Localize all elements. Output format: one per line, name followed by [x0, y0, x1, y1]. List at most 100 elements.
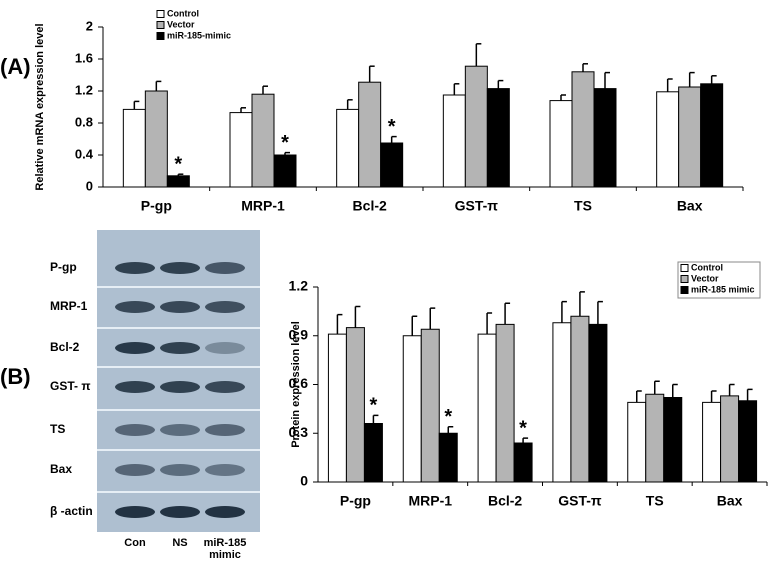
blot-band: [205, 262, 245, 274]
y-tick-label: 0.4: [75, 146, 94, 161]
legend-label: Vector: [691, 273, 719, 283]
blot-row-label: P-gp: [50, 260, 77, 274]
bar: [486, 88, 510, 188]
bar: [495, 323, 515, 483]
bar: [380, 142, 404, 188]
y-tick-label: 0.3: [289, 424, 309, 440]
blot-band: [115, 342, 155, 354]
legend-swatch: [156, 21, 165, 29]
bar: [720, 395, 740, 483]
blot-band: [205, 381, 245, 393]
x-tick-label: P-gp: [340, 493, 371, 509]
legend-label: Vector: [167, 19, 195, 29]
y-tick-label: 0.8: [75, 114, 93, 129]
legend-swatch: [156, 32, 165, 40]
legend-label: miR-185-mimic: [167, 30, 231, 40]
x-tick-label: Bax: [717, 493, 743, 509]
x-tick-label: MRP-1: [241, 198, 285, 214]
significance-mark: *: [174, 153, 182, 175]
y-axis-label: Protein expression level: [290, 321, 302, 448]
blot-band: [160, 262, 200, 274]
significance-mark: *: [370, 395, 378, 417]
bar: [593, 88, 617, 188]
blot-band: [160, 342, 200, 354]
blot-band: [115, 424, 155, 436]
blot-band: [115, 262, 155, 274]
bar: [345, 327, 365, 483]
bar: [327, 333, 347, 483]
x-tick-label: MRP-1: [408, 493, 452, 509]
lane-label: Con: [124, 537, 146, 549]
bar: [166, 175, 190, 188]
blot-band: [115, 464, 155, 476]
legend-label: miR-185 mimic: [691, 284, 755, 294]
y-tick-label: 0: [300, 473, 308, 489]
panel-label: (A): [0, 54, 31, 79]
bar: [570, 315, 590, 483]
bar: [464, 65, 488, 188]
legend-box: [677, 261, 761, 299]
blot-row-label: TS: [50, 422, 65, 436]
bar: [251, 93, 275, 188]
y-tick-label: 2: [86, 18, 93, 33]
blot-row-label: β -actin: [50, 504, 93, 518]
bar: [144, 90, 168, 188]
panel-label: (B): [0, 364, 31, 389]
bar: [513, 442, 533, 483]
bar: [122, 108, 146, 188]
bar: [336, 108, 360, 188]
legend-label: Control: [167, 8, 199, 18]
blot-band: [205, 301, 245, 313]
bar: [229, 112, 253, 188]
x-tick-label: TS: [574, 198, 592, 214]
legend-label: Control: [691, 262, 723, 272]
lane-label: NS: [172, 537, 188, 549]
blot-band: [160, 464, 200, 476]
blot-row-label: Bax: [50, 462, 72, 476]
x-tick-label: GST-π: [558, 493, 602, 509]
legend-swatch: [156, 10, 165, 18]
bar: [700, 83, 724, 188]
bar: [663, 397, 683, 483]
bar: [363, 423, 383, 483]
bar: [477, 333, 497, 483]
significance-mark: *: [281, 132, 289, 154]
significance-mark: *: [519, 417, 527, 439]
lane-label: miR-185 mimic: [203, 537, 247, 561]
blot-band: [160, 381, 200, 393]
legend-swatch: [680, 275, 689, 283]
blot-band: [205, 342, 245, 354]
bar: [358, 81, 382, 188]
x-tick-label: Bcl-2: [353, 198, 387, 214]
bar: [656, 91, 680, 188]
blot-row-label: MRP-1: [50, 299, 88, 313]
bar: [549, 100, 573, 188]
y-tick-label: 0.6: [289, 375, 309, 391]
blot-band: [205, 506, 245, 518]
bar: [571, 71, 595, 188]
x-tick-label: TS: [646, 493, 664, 509]
legend-swatch: [680, 286, 689, 294]
y-tick-label: 0.9: [289, 326, 309, 342]
bar: [678, 86, 702, 188]
bar: [627, 401, 647, 483]
blot-image: [97, 230, 260, 532]
bar: [588, 323, 608, 483]
bar: [420, 328, 440, 483]
x-tick-label: Bcl-2: [488, 493, 522, 509]
blot-band: [115, 381, 155, 393]
blot-band: [160, 506, 200, 518]
y-tick-label: 1.2: [289, 278, 309, 294]
y-tick-label: 1.2: [75, 82, 93, 97]
x-tick-label: P-gp: [141, 198, 172, 214]
legend-swatch: [680, 264, 689, 272]
blot-band: [160, 301, 200, 313]
blot-band: [160, 424, 200, 436]
blot-band: [115, 506, 155, 518]
bar: [438, 432, 458, 483]
y-tick-label: 0: [86, 178, 93, 193]
bar: [552, 322, 572, 483]
bar: [402, 335, 422, 483]
